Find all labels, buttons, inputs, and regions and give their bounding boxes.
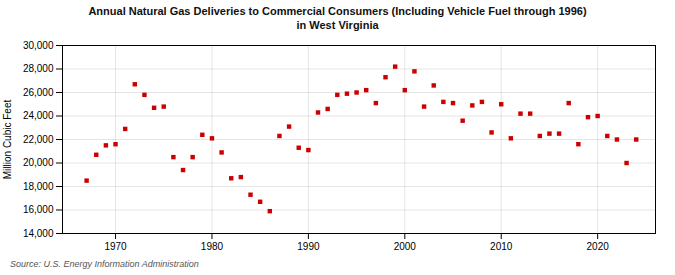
svg-text:1980: 1980 [201, 240, 224, 251]
svg-text:2020: 2020 [587, 240, 610, 251]
svg-text:28,000: 28,000 [23, 63, 54, 74]
html-text:Source: U.S. Energy Informatio: Source: U.S. Energy Information Administ… [10, 258, 199, 269]
html-text:Annual Natural Gas Deliveries: Annual Natural Gas Deliveries to Commerc… [88, 5, 587, 32]
svg-text:30,000: 30,000 [23, 39, 54, 50]
svg-text:1990: 1990 [297, 240, 320, 251]
svg-text:26,000: 26,000 [23, 86, 54, 97]
svg-text:Million Cubic Feet: Million Cubic Feet [2, 99, 13, 179]
svg-text:14,000: 14,000 [23, 227, 54, 238]
svg-text:2010: 2010 [490, 240, 513, 251]
svg-text:1970: 1970 [104, 240, 127, 251]
svg-text:2000: 2000 [394, 240, 417, 251]
svg-text:24,000: 24,000 [23, 110, 54, 121]
svg-text:22,000: 22,000 [23, 133, 54, 144]
svg-text:16,000: 16,000 [23, 204, 54, 215]
svg-text:18,000: 18,000 [23, 180, 54, 191]
svg-text:20,000: 20,000 [23, 157, 54, 168]
